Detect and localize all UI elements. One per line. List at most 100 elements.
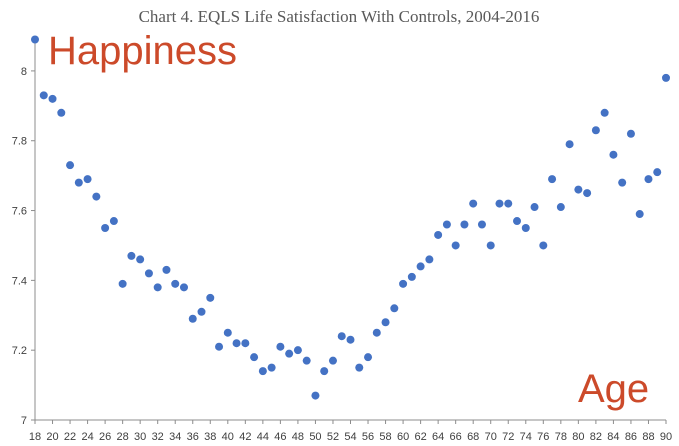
data-point xyxy=(144,269,153,278)
chart-title: Chart 4. EQLS Life Satisfaction With Con… xyxy=(139,7,540,26)
data-point xyxy=(48,94,57,103)
y-tick-label: 7.4 xyxy=(12,275,27,287)
data-point xyxy=(364,353,373,362)
data-point xyxy=(644,175,653,184)
x-tick-label: 24 xyxy=(81,431,93,443)
data-point xyxy=(74,178,83,187)
x-tick-label: 90 xyxy=(660,431,672,443)
x-tick-label: 32 xyxy=(152,431,164,443)
data-point xyxy=(109,217,118,226)
data-point xyxy=(626,129,635,138)
data-point xyxy=(215,342,224,351)
x-tick-label: 20 xyxy=(46,431,58,443)
data-point xyxy=(328,356,337,365)
data-point xyxy=(381,318,390,327)
data-point xyxy=(460,220,469,229)
x-tick-label: 48 xyxy=(292,431,304,443)
x-axis-ticks: 18 20 22 24 26 28 30 32 34 36 38 40 42 44 46 48 50 52 54 56… xyxy=(29,420,672,443)
data-point xyxy=(337,332,346,341)
data-point xyxy=(600,108,609,117)
x-tick-label: 50 xyxy=(309,431,321,443)
data-point xyxy=(434,230,443,239)
data-point xyxy=(372,328,381,337)
data-point xyxy=(390,304,399,313)
data-point xyxy=(521,224,530,232)
data-point xyxy=(530,203,539,212)
x-tick-label: 42 xyxy=(239,431,251,443)
data-point xyxy=(311,391,320,400)
data-point xyxy=(477,220,486,229)
x-tick-label: 58 xyxy=(379,431,391,443)
x-tick-label: 74 xyxy=(520,431,532,443)
x-tick-label: 76 xyxy=(537,431,549,443)
x-tick-label: 72 xyxy=(502,431,514,443)
x-tick-label: 54 xyxy=(344,431,356,443)
x-tick-label: 62 xyxy=(414,431,426,443)
y-tick-label: 7.2 xyxy=(12,345,27,357)
x-tick-label: 80 xyxy=(572,431,584,443)
x-axis-label: Age xyxy=(578,367,649,411)
x-tick-label: 56 xyxy=(362,431,374,443)
data-point xyxy=(276,342,285,351)
data-point xyxy=(451,241,460,250)
data-point xyxy=(635,210,644,219)
data-point xyxy=(583,189,592,198)
x-tick-label: 66 xyxy=(450,431,462,443)
x-tick-label: 18 xyxy=(29,431,41,443)
data-point xyxy=(416,262,425,271)
data-point xyxy=(425,255,434,264)
data-point xyxy=(267,363,276,372)
data-point xyxy=(285,349,294,358)
data-point xyxy=(258,367,267,376)
x-tick-label: 26 xyxy=(99,431,111,443)
data-point xyxy=(39,91,48,100)
y-tick-label: 7 xyxy=(21,415,27,427)
data-point xyxy=(486,241,495,250)
data-point xyxy=(241,339,250,348)
y-axis-ticks: 7 7.2 7.4 7.6 7.8 8 xyxy=(12,66,35,427)
x-tick-label: 52 xyxy=(327,431,339,443)
data-point xyxy=(574,185,583,194)
data-point xyxy=(136,255,145,264)
data-point xyxy=(355,363,364,372)
x-tick-label: 30 xyxy=(134,431,146,443)
data-point xyxy=(127,251,136,260)
data-point xyxy=(118,279,127,288)
data-point xyxy=(223,328,232,337)
x-tick-label: 78 xyxy=(555,431,567,443)
data-point xyxy=(171,279,180,288)
data-point xyxy=(197,307,206,316)
data-point xyxy=(662,73,670,82)
x-tick-label: 28 xyxy=(117,431,129,443)
x-tick-label: 82 xyxy=(590,431,602,443)
data-point xyxy=(399,279,408,288)
data-point xyxy=(302,356,311,365)
x-tick-label: 88 xyxy=(642,431,654,443)
x-tick-label: 40 xyxy=(222,431,234,443)
x-tick-label: 84 xyxy=(607,431,619,443)
data-point xyxy=(206,293,215,302)
data-point xyxy=(320,367,329,376)
data-point xyxy=(101,224,110,232)
data-points xyxy=(31,35,670,400)
x-tick-label: 22 xyxy=(64,431,76,443)
data-point xyxy=(31,35,39,44)
data-point xyxy=(591,126,600,135)
x-tick-label: 44 xyxy=(257,431,269,443)
data-point xyxy=(565,140,574,149)
data-point xyxy=(92,192,101,201)
data-point xyxy=(153,283,162,292)
x-tick-label: 70 xyxy=(485,431,497,443)
data-point xyxy=(250,353,259,362)
x-tick-label: 46 xyxy=(274,431,286,443)
data-point xyxy=(548,175,557,184)
data-point xyxy=(556,203,565,212)
x-tick-label: 36 xyxy=(187,431,199,443)
data-point xyxy=(469,199,478,208)
data-point xyxy=(407,272,416,281)
data-point xyxy=(179,283,188,292)
data-point xyxy=(513,217,522,226)
data-point xyxy=(83,175,92,184)
y-tick-label: 7.8 xyxy=(12,136,27,148)
